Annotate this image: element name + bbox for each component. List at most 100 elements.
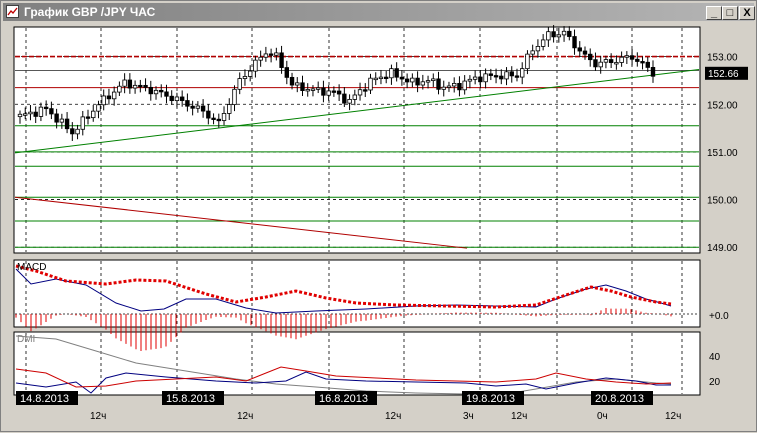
candle (556, 27, 562, 43)
candle (478, 69, 483, 89)
chart-app-icon (6, 5, 19, 18)
candle (509, 66, 514, 83)
candle (535, 39, 541, 58)
candle (300, 75, 305, 97)
candle (378, 69, 384, 85)
candle (174, 92, 180, 108)
candle (143, 78, 148, 92)
candle (43, 100, 49, 116)
candle (284, 60, 290, 85)
candle (70, 122, 75, 141)
candle (179, 90, 185, 107)
candle (431, 73, 436, 87)
candle (169, 90, 174, 105)
time-label-date: 16.8.2013 (319, 393, 368, 405)
uptrend-line (14, 68, 700, 154)
price-axis: 153.00 152.00 151.00 150.00 149.00 152.66 (705, 53, 748, 254)
dmi-tick-40: 40 (709, 352, 721, 363)
candle (483, 68, 488, 89)
candle (132, 80, 138, 94)
macd-label: MACD (17, 262, 46, 273)
candle (38, 102, 44, 122)
candle (305, 83, 310, 97)
candle (352, 89, 358, 106)
time-label-box (162, 391, 224, 405)
candle (206, 104, 211, 125)
price-panel[interactable] (13, 26, 701, 254)
candle (472, 70, 478, 85)
candle (33, 106, 38, 124)
candle (363, 83, 368, 98)
candle (608, 53, 614, 69)
candle (117, 81, 122, 96)
candle (91, 104, 96, 122)
candle (488, 68, 494, 81)
close-button[interactable]: X (739, 6, 755, 20)
candle (227, 98, 232, 120)
candle (127, 73, 133, 94)
candle (441, 80, 446, 97)
candle (268, 48, 274, 63)
maximize-button[interactable]: □ (722, 6, 738, 20)
candle (467, 75, 473, 89)
candle (546, 27, 551, 47)
candle (200, 99, 206, 118)
candle (211, 113, 216, 125)
candle (190, 100, 195, 116)
time-axis: 14.8.2013 12ч 15.8.2013 12ч 16.8.2013 12ч 19.8… (16, 391, 681, 422)
candle (336, 84, 342, 101)
candle (624, 51, 630, 64)
time-label-hour: 12ч (237, 411, 253, 422)
title-bar[interactable]: График GBP /JPY ЧАС _ □ X (3, 3, 755, 21)
time-label-hour: 0ч (597, 411, 608, 422)
candle (75, 124, 80, 140)
macd-signal-line (15, 264, 672, 309)
candle (645, 56, 650, 72)
candle (640, 56, 645, 70)
dmi-tick-20: 20 (709, 377, 721, 388)
time-label-date: 19.8.2013 (466, 393, 515, 405)
candle (389, 64, 394, 85)
candle (295, 77, 300, 93)
candle (221, 106, 227, 126)
candle (148, 80, 153, 101)
candle (614, 55, 619, 70)
time-label-box (591, 391, 653, 405)
candle (253, 55, 258, 78)
candle (153, 86, 159, 100)
macd-panel[interactable] (13, 259, 701, 328)
candle (446, 81, 452, 92)
candle (598, 55, 603, 74)
candle (279, 45, 284, 74)
minimize-button[interactable]: _ (706, 6, 722, 20)
candle (185, 93, 190, 112)
time-label-date: 20.8.2013 (595, 393, 644, 405)
candle (577, 41, 582, 57)
candle (357, 82, 363, 101)
candle (572, 29, 577, 55)
candle (462, 75, 467, 95)
candle (96, 100, 101, 119)
dmi-plus-line (15, 371, 671, 394)
candle (588, 48, 593, 67)
candle (394, 62, 399, 82)
current-price-label: 152.66 (708, 69, 739, 80)
time-label-box (16, 391, 78, 405)
candle (331, 86, 337, 97)
candle (164, 84, 169, 104)
candle (629, 48, 635, 66)
dmi-panel[interactable] (13, 331, 701, 396)
candle (258, 50, 263, 67)
time-label-hour: 12ч (90, 411, 106, 422)
candle (404, 73, 410, 89)
candle (321, 80, 326, 103)
macd-indicator (15, 264, 699, 351)
candle (216, 113, 221, 128)
candle (263, 46, 269, 62)
candle (635, 52, 640, 67)
candle (101, 89, 106, 111)
candle (195, 101, 201, 113)
candle (650, 60, 656, 83)
candle (17, 110, 23, 124)
